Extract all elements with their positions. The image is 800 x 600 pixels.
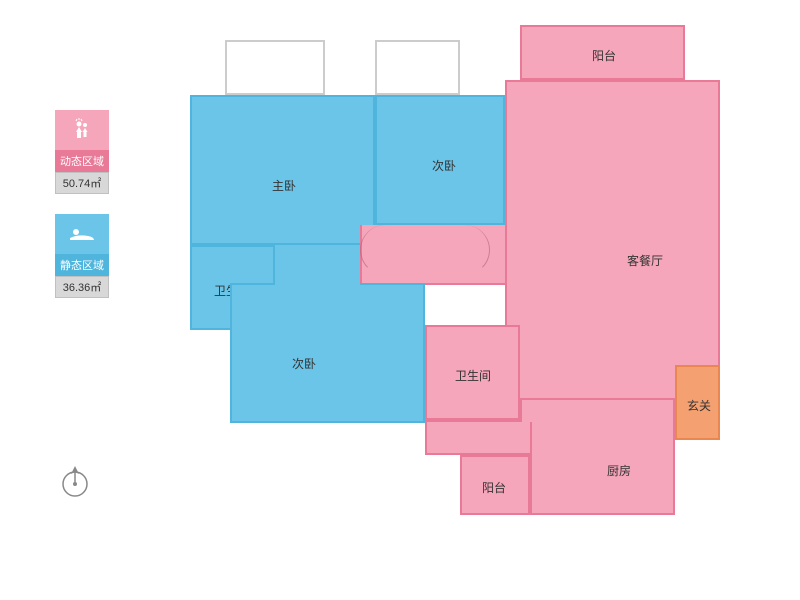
label-entrance: 玄关 [687,397,711,414]
room-balcony-top: 阳台 [520,25,685,80]
sleeping-icon [68,224,96,244]
room-entrance: 玄关 [675,365,720,440]
outline-box-2 [375,40,460,95]
legend-panel: 动态区域 50.74㎡ 静态区域 36.36㎡ [55,110,115,318]
legend-static-icon [55,214,109,254]
corridor-segment-3 [520,400,675,422]
label-secondary-bedroom-1: 次卧 [432,157,456,174]
label-bathroom-2: 卫生间 [455,367,491,384]
compass-icon [55,460,95,500]
room-bathroom-2: 卫生间 [425,325,520,420]
room-secondary-bedroom-2: 次卧 [230,283,425,423]
label-balcony-bottom: 阳台 [482,479,506,496]
legend-static-value: 36.36㎡ [55,276,109,298]
room-secondary-bedroom-1: 次卧 [375,95,505,225]
label-secondary-bedroom-2: 次卧 [292,355,316,372]
legend-dynamic-value: 50.74㎡ [55,172,109,194]
label-balcony-top: 阳台 [592,47,616,64]
label-kitchen: 厨房 [607,462,631,479]
room-balcony-bottom: 阳台 [460,455,530,515]
label-living-dining: 客餐厅 [627,252,663,269]
label-master-bedroom: 主卧 [272,177,296,194]
room-living-dining: 客餐厅 [505,80,720,400]
legend-dynamic-label: 动态区域 [55,150,109,172]
corridor-segment-2 [425,420,530,455]
bedroom2-extension [275,245,360,285]
people-icon [70,118,94,142]
legend-static-label: 静态区域 [55,254,109,276]
room-master-bedroom: 主卧 [190,95,375,245]
outline-box-1 [225,40,325,95]
room-kitchen: 厨房 [530,420,675,515]
floorplan: 阳台 客餐厅 主卧 次卧 卫生间 次卧 卫生间 玄关 厨房 阳台 [190,25,750,565]
legend-dynamic: 动态区域 50.74㎡ [55,110,109,194]
legend-static: 静态区域 36.36㎡ [55,214,109,298]
legend-dynamic-icon [55,110,109,150]
